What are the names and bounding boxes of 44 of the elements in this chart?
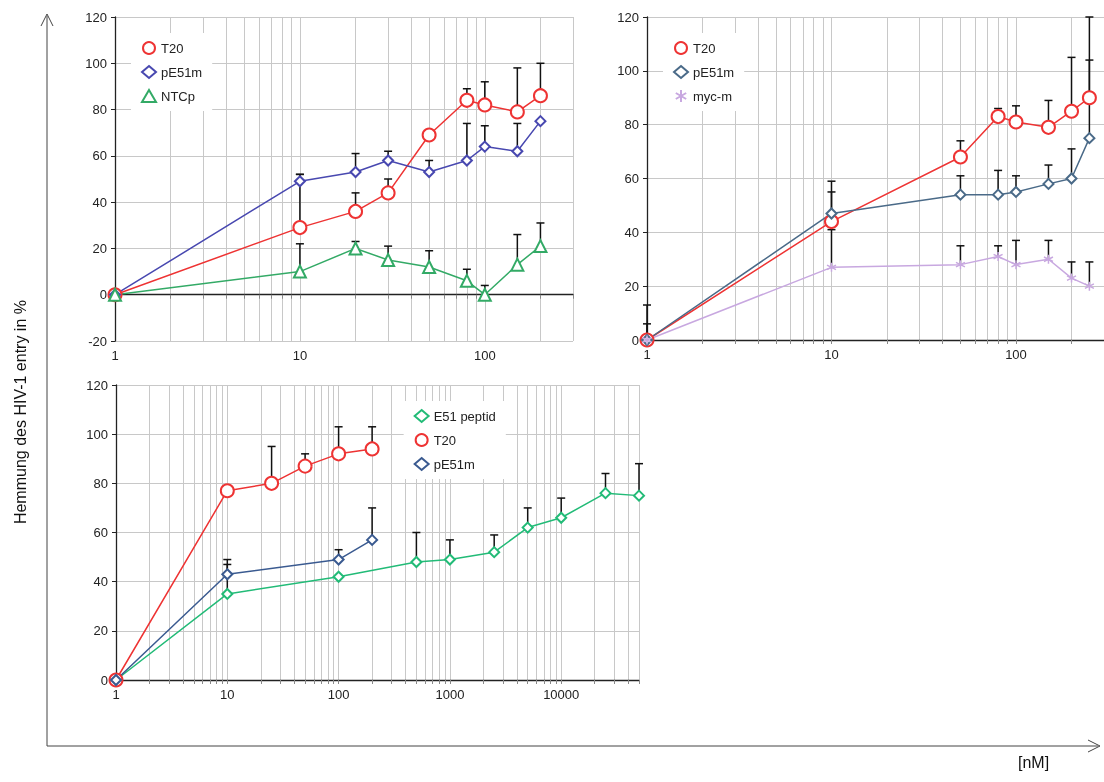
x-tick-label: 1	[112, 687, 120, 702]
legend-label: pE51m	[433, 456, 475, 472]
legend-label: T20	[433, 432, 457, 448]
y-axis-title: Hemmung des HIV-1 entry in %	[11, 300, 29, 525]
y-tick-label: 100	[85, 55, 107, 71]
y-tick-label: 80	[624, 117, 639, 133]
y-tick-label: 60	[92, 148, 107, 164]
x-tick-label: 100	[327, 687, 350, 702]
x-axis-title: [nM]	[1018, 754, 1050, 772]
y-tick-label: 40	[92, 194, 107, 210]
legend-label: E51 peptid	[433, 408, 496, 424]
y-tick-label: 80	[93, 475, 108, 491]
legend-label: T20	[161, 40, 184, 56]
legend-label: NTCp	[161, 88, 195, 104]
x-tick-label: 10	[220, 687, 235, 702]
x-tick-label: 10000	[543, 687, 580, 702]
y-tick-label: 80	[92, 102, 107, 118]
x-tick-label: 100	[473, 348, 496, 363]
y-tick-label: 0	[99, 287, 107, 303]
y-tick-label: 120	[86, 377, 108, 393]
legend-label: myc-m	[693, 88, 732, 104]
x-tick-label: 1000	[435, 687, 465, 702]
legend-label: T20	[693, 40, 716, 56]
y-tick-label: 40	[93, 574, 108, 590]
y-tick-label: -20	[88, 333, 107, 349]
x-tick-label: 1	[111, 348, 119, 363]
legend-label: pE51m	[693, 64, 735, 80]
y-tick-label: 120	[85, 9, 107, 25]
y-tick-label: 0	[631, 332, 639, 348]
y-tick-label: 120	[617, 9, 639, 25]
y-tick-label: 100	[617, 63, 639, 79]
y-tick-label: 100	[86, 426, 108, 442]
x-tick-label: 10	[292, 348, 308, 363]
y-tick-label: 60	[624, 171, 639, 186]
legend-label: pE51m	[161, 64, 203, 80]
x-tick-label: 10	[824, 347, 839, 362]
x-tick-label: 1	[643, 347, 651, 362]
y-tick-label: 20	[624, 278, 639, 294]
x-tick-label: 100	[1005, 347, 1027, 362]
y-tick-label: 20	[93, 623, 108, 639]
y-tick-label: 20	[92, 240, 107, 256]
y-tick-label: 60	[93, 525, 108, 540]
y-tick-label: 40	[624, 224, 639, 240]
y-tick-label: 0	[100, 672, 108, 688]
